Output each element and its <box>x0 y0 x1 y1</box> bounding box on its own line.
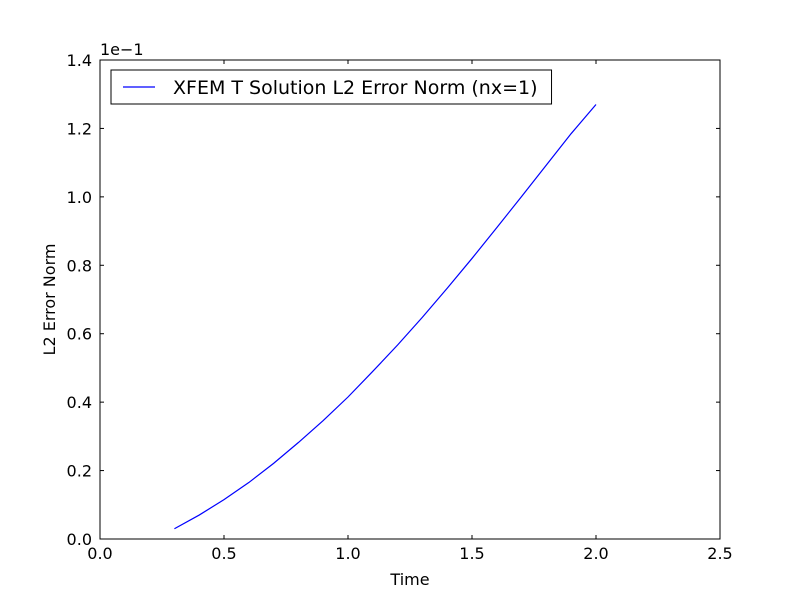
legend-box <box>110 69 553 105</box>
x-tick-label: 2.0 <box>583 544 608 563</box>
y-tick-label: 0.0 <box>67 530 92 549</box>
x-axis-label: Time <box>389 570 429 589</box>
y-tick-label: 0.4 <box>67 393 92 412</box>
y-tick-label: 1.4 <box>67 51 92 70</box>
plot-lines-layer <box>174 104 597 530</box>
x-tick-label: 1.5 <box>459 544 484 563</box>
legend: XFEM T Solution L2 Error Norm (nx=1) <box>110 69 553 105</box>
y-offset-label: 1e−1 <box>100 40 144 59</box>
y-tick-label: 0.2 <box>67 462 92 481</box>
y-tick-label: 0.8 <box>67 256 92 275</box>
ticks-layer: 0.0 0.5 1.0 1.5 2.0 2.5 0.0 0.2 0.4 0.6 0.8 1.0 1.2 1… <box>67 51 733 563</box>
y-tick-label: 1.0 <box>67 188 92 207</box>
x-tick-label: 0.0 <box>87 544 112 563</box>
legend-entry-label: XFEM T Solution L2 Error Norm (nx=1) <box>173 77 538 99</box>
x-tick-label: 1.0 <box>335 544 360 563</box>
x-tick-label: 2.5 <box>707 544 732 563</box>
y-tick-label: 0.6 <box>67 325 92 344</box>
y-axis-label: L2 Error Norm <box>40 244 59 356</box>
x-tick-label: 0.5 <box>211 544 236 563</box>
series-line-0 <box>174 104 597 530</box>
axes-frame <box>99 59 721 540</box>
y-tick-label: 1.2 <box>67 119 92 138</box>
